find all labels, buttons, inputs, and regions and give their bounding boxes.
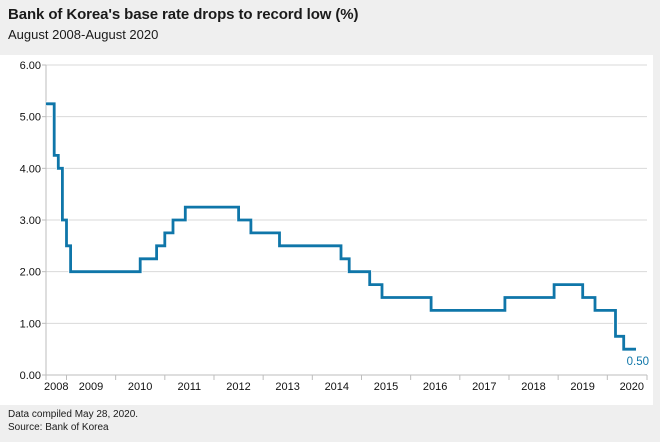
chart-header: Bank of Korea's base rate drops to recor… <box>8 5 652 44</box>
chart-footer: Data compiled May 28, 2020. Source: Bank… <box>8 408 138 434</box>
page-title: Bank of Korea's base rate drops to recor… <box>8 6 359 23</box>
x-axis-label: 2014 <box>325 381 349 393</box>
y-axis-label: 6.00 <box>20 60 41 72</box>
x-axis-label: 2012 <box>226 381 250 393</box>
source-note: Source: Bank of Korea <box>8 422 109 433</box>
x-axis-label: 2013 <box>275 381 299 393</box>
base-rate-step-chart: 0.00 1.00 2.00 3.00 4.00 5.00 6.00 2008 2009 2010… <box>20 60 649 393</box>
page-subtitle: August 2008-August 2020 <box>8 27 159 42</box>
plot-panel: 0.00 1.00 2.00 3.00 4.00 5.00 6.00 2008 2009 2010… <box>0 55 653 405</box>
x-axis-label: 2008 <box>44 381 68 393</box>
x-axis-label: 2019 <box>570 381 594 393</box>
y-axis-label: 4.00 <box>20 163 41 175</box>
y-axis-label: 3.00 <box>20 215 41 227</box>
x-axis-label: 2015 <box>374 381 398 393</box>
x-axis-label: 2011 <box>177 381 201 393</box>
x-axis-label: 2020 <box>620 381 644 393</box>
x-axis-label: 2017 <box>472 381 496 393</box>
y-axis-label: 0.00 <box>20 370 41 382</box>
y-axis-label: 5.00 <box>20 112 41 124</box>
rate-step-line <box>46 102 636 351</box>
final-value-label: 0.50 <box>627 356 649 368</box>
data-compiled-note: Data compiled May 28, 2020. <box>8 409 139 420</box>
rate-line-halo <box>46 101 636 352</box>
y-axis-label: 2.00 <box>20 267 41 279</box>
x-axis-label: 2010 <box>128 381 152 393</box>
x-axis-label: 2016 <box>423 381 447 393</box>
x-axis-label: 2009 <box>79 381 103 393</box>
x-axis-label: 2018 <box>521 381 545 393</box>
y-axis-label: 1.00 <box>20 318 41 330</box>
